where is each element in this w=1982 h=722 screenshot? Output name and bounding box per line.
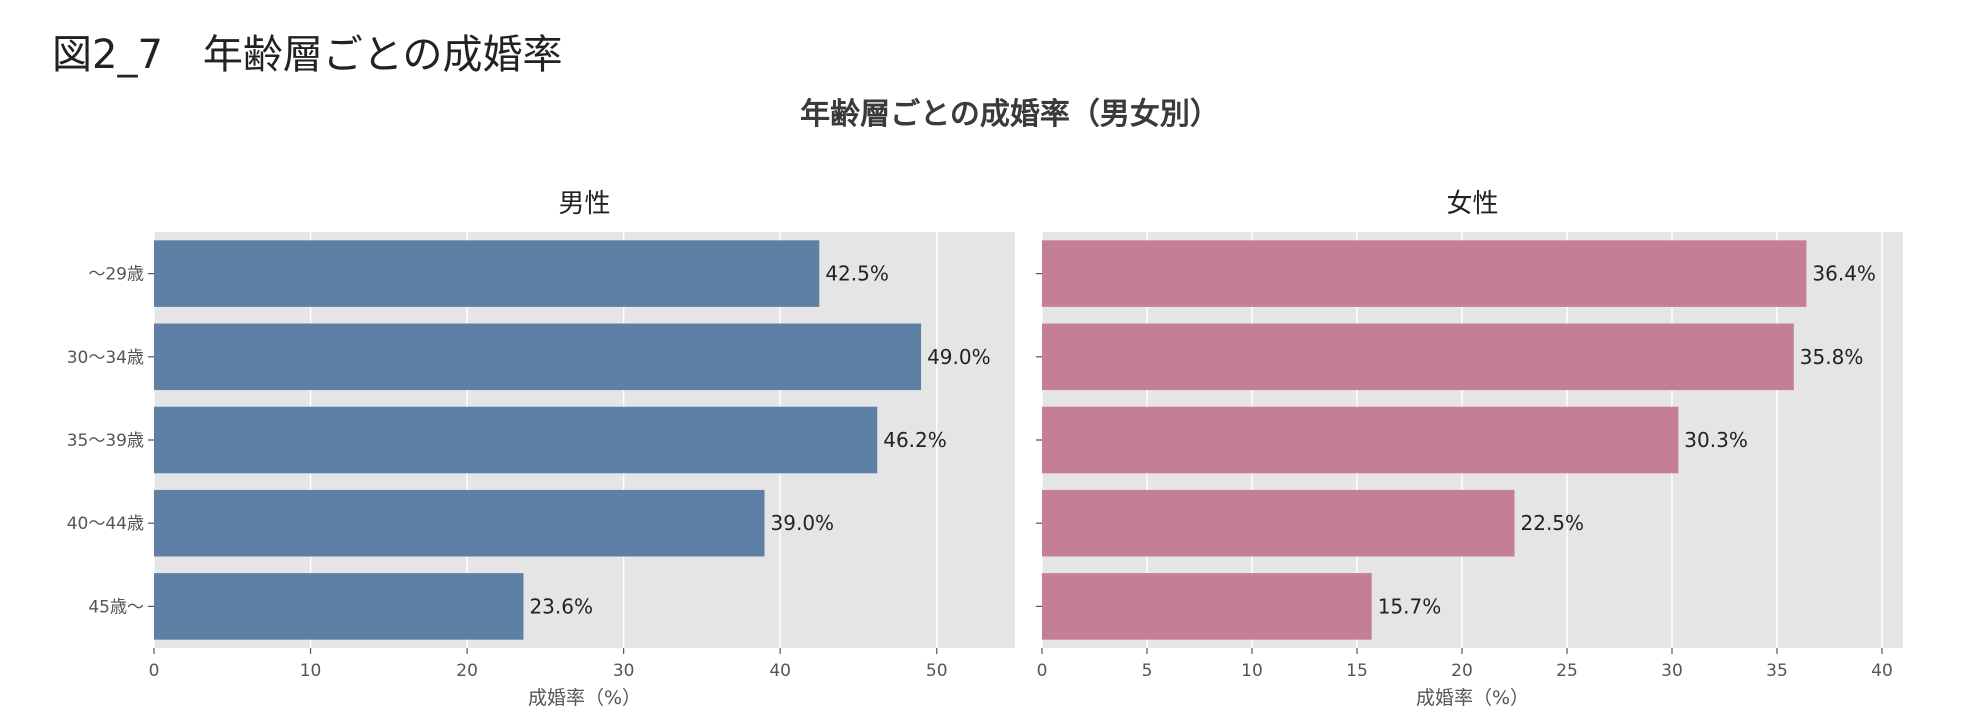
female-bar — [1042, 573, 1372, 640]
male-x-tick-label: 20 — [456, 661, 478, 681]
female-bar — [1042, 489, 1515, 557]
male-bar — [154, 240, 820, 307]
panel-female-y-ticks — [1036, 273, 1042, 608]
figure-label: 図2_7 年齢層ごとの成婚率 — [52, 32, 563, 78]
category-label: ～29歳 — [88, 265, 144, 285]
female-x-tick-label: 0 — [1037, 661, 1048, 681]
female-bar — [1042, 323, 1794, 391]
category-label: 40～44歳 — [67, 514, 144, 534]
panel-male-y-ticks: ～29歳 30～34歳 35～39歳 40～44歳 45歳～ — [67, 265, 154, 617]
category-label: 45歳～ — [88, 597, 144, 617]
female-x-tick-label: 30 — [1661, 661, 1683, 681]
panel-male-x-ticks: 0 10 20 30 40 50 — [149, 648, 948, 681]
panel-female-title: 女性 — [1446, 189, 1498, 219]
panel-male: 42.5% 49.0% 46.2% 39.0% 23.6% 0 10 20 30 40 50 ～2… — [67, 189, 1015, 709]
male-data-label: 42.5% — [825, 262, 889, 286]
panel-male-x-axis-label: 成婚率（%） — [528, 687, 641, 709]
female-data-label: 36.4% — [1812, 262, 1876, 286]
male-data-label: 46.2% — [883, 428, 947, 452]
category-label: 35～39歳 — [67, 431, 144, 451]
female-data-label: 30.3% — [1684, 428, 1748, 452]
male-x-tick-label: 0 — [149, 661, 160, 681]
male-x-tick-label: 50 — [926, 661, 948, 681]
female-data-label: 35.8% — [1800, 345, 1864, 369]
female-x-tick-label: 40 — [1871, 661, 1893, 681]
panel-male-title: 男性 — [558, 189, 610, 219]
male-x-tick-label: 10 — [300, 661, 322, 681]
panel-female-data-labels: 36.4% 35.8% 30.3% 22.5% 15.7% — [1378, 262, 1876, 619]
female-x-tick-label: 10 — [1241, 661, 1263, 681]
male-data-label: 23.6% — [529, 594, 593, 618]
female-x-tick-label: 20 — [1451, 661, 1473, 681]
female-x-tick-label: 35 — [1766, 661, 1788, 681]
female-data-label: 22.5% — [1521, 511, 1585, 535]
panel-female-x-ticks: 0 5 10 15 20 25 30 35 40 — [1037, 648, 1893, 681]
panel-male-bars — [154, 240, 922, 640]
male-bar — [154, 489, 765, 557]
male-x-tick-label: 40 — [769, 661, 791, 681]
panel-male-data-labels: 42.5% 49.0% 46.2% 39.0% 23.6% — [529, 262, 990, 619]
female-x-tick-label: 5 — [1142, 661, 1153, 681]
panel-female: 36.4% 35.8% 30.3% 22.5% 15.7% 0 5 10 15 20 25 30 35… — [1036, 189, 1903, 709]
female-data-label: 15.7% — [1378, 594, 1442, 618]
chart-title: 年齢層ごとの成婚率（男女別） — [800, 97, 1220, 132]
male-bar — [154, 573, 524, 640]
female-bar — [1042, 406, 1679, 474]
female-x-tick-label: 15 — [1346, 661, 1368, 681]
female-x-tick-label: 25 — [1556, 661, 1578, 681]
male-bar — [154, 323, 922, 391]
panel-female-bars — [1042, 240, 1807, 640]
male-data-label: 49.0% — [927, 345, 991, 369]
category-label: 30～34歳 — [67, 348, 144, 368]
female-bar — [1042, 240, 1807, 307]
panel-female-x-axis-label: 成婚率（%） — [1416, 687, 1529, 709]
male-data-label: 39.0% — [771, 511, 835, 535]
male-bar — [154, 406, 878, 474]
male-x-tick-label: 30 — [613, 661, 635, 681]
